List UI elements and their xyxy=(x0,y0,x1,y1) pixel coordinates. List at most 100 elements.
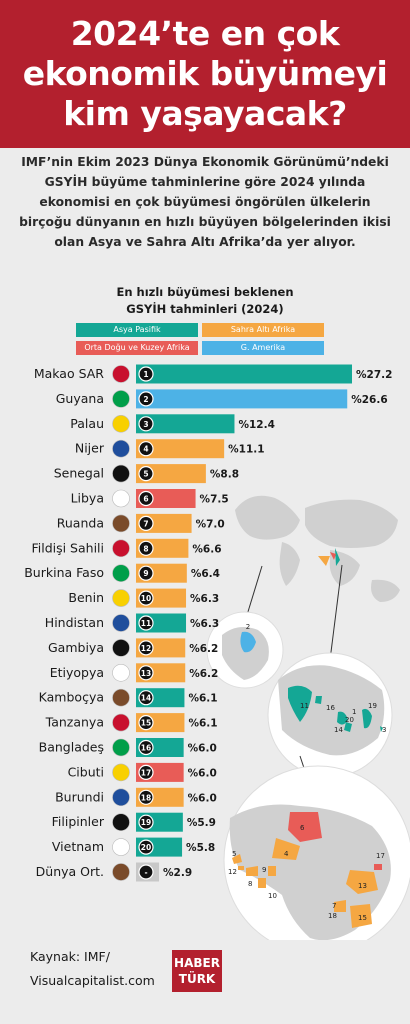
rank-badge xyxy=(138,391,154,407)
header-banner: 2024’te en çok ekonomik büyümeyi kim yaş… xyxy=(0,0,410,148)
flag-icon xyxy=(112,365,130,383)
rank-label: 9 xyxy=(143,569,148,578)
rank-badge xyxy=(138,839,154,855)
svg-text:2: 2 xyxy=(246,623,250,631)
flag-icon xyxy=(112,414,130,433)
country-label: Etiyopya xyxy=(50,665,104,680)
rank-label: 11 xyxy=(141,619,151,628)
svg-text:13: 13 xyxy=(358,882,367,890)
south-america-inset: 2 xyxy=(206,565,284,689)
value-label: %12.4 xyxy=(238,419,274,431)
rank-badge xyxy=(138,864,154,880)
flag-icon xyxy=(112,838,130,856)
rank-badge xyxy=(138,789,154,805)
svg-text:15: 15 xyxy=(358,914,367,922)
page-title: 2024’te en çok ekonomik büyümeyi kim yaş… xyxy=(22,14,388,133)
chart-title: En hızlı büyümesi beklenen GSYİH tahminl… xyxy=(0,284,410,318)
value-label: %6.0 xyxy=(188,743,217,755)
value-label: %6.3 xyxy=(190,593,219,605)
rank-label: 15 xyxy=(141,719,151,728)
rank-label: 18 xyxy=(141,793,151,802)
rank-label: 4 xyxy=(143,445,148,454)
value-label: %26.6 xyxy=(351,394,387,406)
rank-badge xyxy=(138,441,154,457)
rank-label: 13 xyxy=(141,669,151,678)
country-label: Makao SAR xyxy=(34,366,104,381)
svg-text:8: 8 xyxy=(248,880,252,888)
svg-text:6: 6 xyxy=(300,824,305,832)
flag-icon xyxy=(112,788,130,807)
chart-title-line1: En hızlı büyümesi beklenen xyxy=(116,285,294,299)
legend-mena: Orta Doğu ve Kuzey Afrika xyxy=(76,341,198,355)
country-label: Senegal xyxy=(54,466,104,481)
rank-label: 10 xyxy=(141,594,151,603)
svg-text:20: 20 xyxy=(345,716,354,724)
flag-icon xyxy=(112,688,130,707)
rank-badge xyxy=(138,515,154,531)
source-line2: Visualcapitalist.com xyxy=(30,973,155,988)
value-label: %5.9 xyxy=(187,817,216,829)
rank-label: 6 xyxy=(143,495,148,504)
rank-label: 2 xyxy=(143,395,148,404)
rank-label: 1 xyxy=(143,370,148,379)
country-label: Cibuti xyxy=(68,764,104,779)
rank-label: 5 xyxy=(143,470,148,479)
svg-text:14: 14 xyxy=(334,726,343,734)
country-label: Guyana xyxy=(56,391,104,406)
rank-badge xyxy=(138,640,154,656)
rank-label: 12 xyxy=(141,644,151,653)
value-label: %6.4 xyxy=(191,568,220,580)
bar xyxy=(136,414,235,434)
country-label: Gambiya xyxy=(48,640,104,655)
intro-text: IMF’nin Ekim 2023 Dünya Ekonomik Görünüm… xyxy=(19,155,391,249)
flag-icon xyxy=(112,589,130,607)
country-label: Ruanda xyxy=(57,515,104,530)
rank-label: 14 xyxy=(141,694,151,703)
south-asia-inset: 11 16 1 19 20 14 3 xyxy=(267,564,393,778)
flag-icon xyxy=(112,663,130,682)
svg-text:4: 4 xyxy=(284,850,289,858)
flag-icon xyxy=(112,639,130,657)
svg-text:10: 10 xyxy=(268,892,277,900)
chart-title-line2: GSYİH tahminleri (2024) xyxy=(126,302,284,316)
bar xyxy=(136,464,206,484)
rank-label: 20 xyxy=(141,843,151,852)
rank-badge xyxy=(138,490,154,507)
country-label: Hindistan xyxy=(45,615,104,630)
rank-badge xyxy=(138,565,154,581)
svg-text:7: 7 xyxy=(332,902,336,910)
legend-america: G. Amerika xyxy=(202,341,324,355)
logo-line2: TÜRK xyxy=(178,972,216,986)
source-credit: Kaynak: IMF/ Visualcapitalist.com xyxy=(30,945,155,993)
country-label: Kamboçya xyxy=(39,690,104,705)
logo-line1: HABER xyxy=(174,956,220,970)
value-label: %27.2 xyxy=(356,369,392,381)
value-label: %6.0 xyxy=(188,792,217,804)
country-label: Burundi xyxy=(55,789,104,804)
country-label: Libya xyxy=(71,491,104,506)
value-label: %8.8 xyxy=(210,469,239,481)
africa-inset: 6 17 4 5 8 9 10 13 12 7 18 15 xyxy=(223,755,410,940)
flag-icon xyxy=(112,614,130,632)
rank-label: 8 xyxy=(143,544,148,553)
legend-asia: Asya Pasifik xyxy=(76,323,198,337)
country-label: Filipinler xyxy=(52,814,105,829)
rank-badge xyxy=(138,590,154,606)
flag-icon xyxy=(112,738,130,757)
rank-label: 19 xyxy=(141,818,151,827)
value-label: %7.5 xyxy=(200,494,229,506)
value-label: %5.8 xyxy=(186,842,215,854)
value-label: %6.3 xyxy=(190,618,219,630)
rank-label: 17 xyxy=(141,768,151,777)
svg-text:17: 17 xyxy=(376,852,385,860)
bar-rows: Makao SAR 1 %27.2 Guyana 2 %26.6 Palau 3 %12.4 Ni… xyxy=(24,364,392,882)
bar xyxy=(136,439,225,459)
country-label: Vietnam xyxy=(52,839,104,854)
flag-icon xyxy=(112,863,130,881)
flag-icon xyxy=(112,813,130,832)
legend-africa: Sahra Altı Afrika xyxy=(202,323,324,337)
country-label: Tanzanya xyxy=(45,715,104,730)
svg-text:3: 3 xyxy=(382,726,386,734)
svg-text:9: 9 xyxy=(262,866,266,874)
value-label: %7.0 xyxy=(196,518,225,530)
